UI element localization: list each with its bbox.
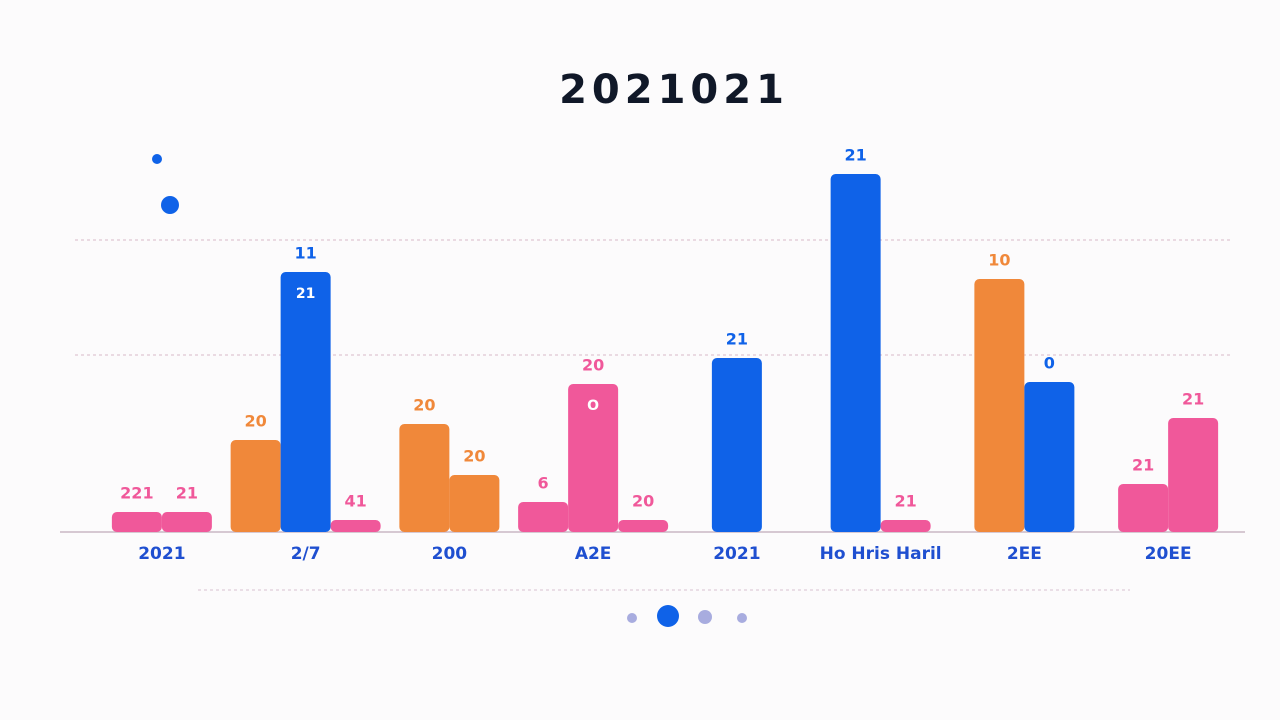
bar	[1024, 382, 1075, 532]
data-label: 21	[844, 146, 866, 165]
pagination	[627, 605, 747, 627]
data-label: 21	[1182, 390, 1204, 409]
x-tick-label: A2E	[575, 544, 612, 564]
data-label: 41	[344, 492, 366, 511]
decor-dot	[161, 196, 179, 214]
bar	[111, 512, 162, 532]
page-dot[interactable]	[627, 613, 637, 623]
data-label: 21	[176, 484, 198, 503]
data-label: 10	[988, 251, 1010, 270]
bar	[974, 279, 1025, 532]
bar	[449, 475, 500, 532]
data-label: 20	[463, 447, 485, 466]
chart-title: 2021021	[559, 67, 789, 113]
data-label: 221	[120, 484, 153, 503]
data-label: 21	[1132, 456, 1154, 475]
page-dot[interactable]	[698, 610, 712, 624]
bar	[518, 502, 569, 532]
data-label: 20	[244, 412, 266, 431]
x-tick-label: 20EE	[1145, 544, 1192, 564]
bar	[711, 358, 762, 532]
page-dot[interactable]	[737, 613, 747, 623]
bar	[1118, 484, 1169, 532]
x-tick-label: 2021	[138, 544, 185, 564]
data-label: 11	[294, 244, 316, 263]
x-tick-label: 2/7	[291, 544, 321, 564]
bar	[399, 424, 450, 532]
x-tick-label: Ho Hris Haril	[820, 544, 942, 564]
data-label: 21	[894, 492, 916, 511]
data-label: 20	[632, 492, 654, 511]
bar	[880, 520, 931, 532]
bar	[161, 512, 212, 532]
x-tick-label: 2EE	[1007, 544, 1042, 564]
decor-dot	[152, 154, 162, 164]
bar	[618, 520, 669, 532]
data-label: 21	[726, 330, 748, 349]
x-tick-label: 200	[432, 544, 468, 564]
page-dot-active[interactable]	[657, 605, 679, 627]
data-label: 0	[1044, 354, 1055, 373]
bar	[568, 384, 619, 532]
bar	[830, 174, 881, 532]
bar	[280, 272, 331, 532]
bar	[330, 520, 381, 532]
inner-label: 21	[296, 286, 315, 302]
data-label: 6	[538, 474, 549, 493]
inner-label: O	[587, 398, 599, 414]
data-label: 20	[582, 356, 604, 375]
bar	[1168, 418, 1219, 532]
data-label: 20	[413, 396, 435, 415]
x-tick-label: 2021	[713, 544, 760, 564]
bar	[230, 440, 281, 532]
